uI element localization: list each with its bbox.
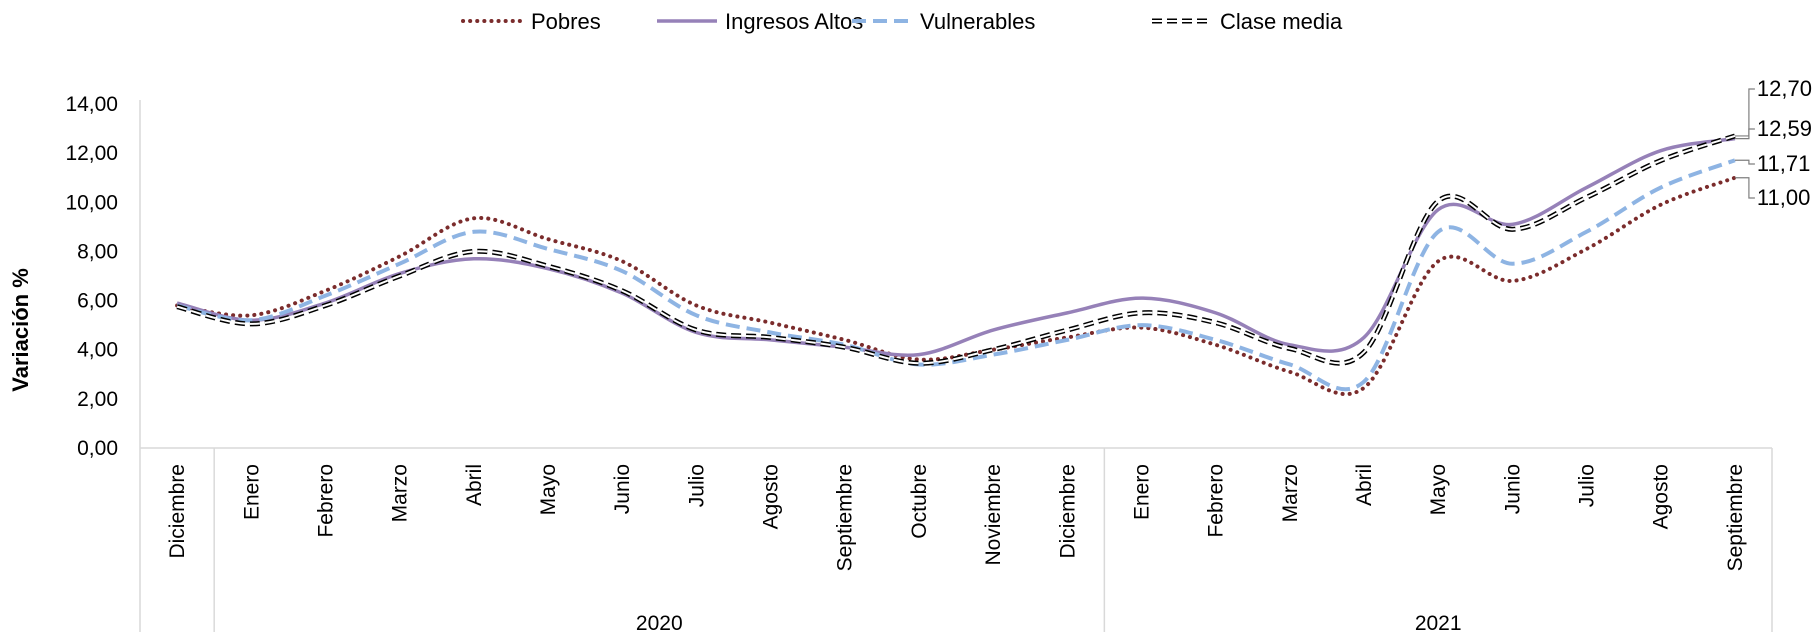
end-label-leader	[1734, 128, 1755, 140]
y-tick-label: 12,00	[65, 142, 118, 165]
y-axis-label: Variación %	[8, 268, 33, 392]
axes	[139, 100, 1772, 632]
y-tick-label: 8,00	[77, 240, 118, 263]
y-tick-label: 6,00	[77, 290, 118, 313]
legend-label-ingresos-altos: Ingresos Altos	[725, 9, 863, 34]
y-tick-label: 4,00	[77, 339, 118, 362]
end-labels: 12,70 12,59 11,71 11,00	[1734, 76, 1812, 210]
data-point-clase-media	[1066, 329, 1068, 331]
legend: Pobres Ingresos Altos Vulnerables Clase med…	[461, 9, 1343, 34]
x-tick-label: Agosto	[1650, 464, 1673, 529]
x-tick-label: Noviembre	[982, 464, 1005, 566]
y-tick-label: 2,00	[77, 388, 118, 411]
x-tick-label: Julio	[1576, 464, 1599, 507]
data-point-vulnerables	[1214, 339, 1216, 341]
data-point-clase-media	[473, 250, 475, 252]
series-line-inner	[176, 134, 1736, 365]
y-tick-label: 14,00	[65, 93, 118, 116]
x-tick-label: Mayo	[1427, 464, 1450, 515]
end-label-leader	[1734, 177, 1755, 199]
end-label-leader	[1734, 88, 1755, 137]
x-tick-label: Marzo	[1279, 464, 1302, 522]
y-axis-ticks: 0,00 2,00 4,00 6,00 8,00 10,00 12,00 14,00	[65, 93, 118, 460]
x-tick-label: Marzo	[389, 464, 412, 522]
data-point-pobres	[250, 314, 252, 316]
data-point-clase-media	[1437, 200, 1439, 202]
legend-label-clase-media: Clase media	[1220, 9, 1343, 34]
x-tick-label: Junio	[1501, 464, 1524, 514]
x-tick-label: Mayo	[537, 464, 560, 515]
data-point-clase-media	[1585, 196, 1587, 198]
x-tick-label: Junio	[611, 464, 634, 514]
x-tick-label: Agosto	[760, 464, 783, 529]
end-label-pobres: 11,00	[1757, 185, 1810, 210]
series-lines	[175, 133, 1737, 396]
data-point-pobres	[844, 339, 846, 341]
end-label-leader	[1734, 159, 1755, 165]
x-tick-label: Febrero	[314, 464, 337, 538]
year-group-label: 2020	[636, 612, 683, 635]
x-tick-label: Julio	[685, 464, 708, 507]
x-tick-label: Diciembre	[166, 464, 189, 559]
y-tick-label: 0,00	[77, 437, 118, 460]
y-tick-label: 10,00	[65, 191, 118, 214]
x-tick-label: Diciembre	[1056, 464, 1079, 559]
series-line-ingresos-altos	[176, 136, 1736, 357]
x-axis: Diciembre Enero Febrero Marzo Abril Mayo Junio…	[166, 448, 1773, 635]
x-tick-label: Enero	[1130, 464, 1153, 520]
end-label-clase-media: 12,70	[1757, 76, 1812, 101]
legend-label-vulnerables: Vulnerables	[920, 9, 1035, 34]
x-tick-label: Febrero	[1205, 464, 1228, 538]
legend-label-pobres: Pobres	[531, 9, 601, 34]
x-tick-label: Septiembre	[834, 464, 857, 571]
data-point-clase-media	[1140, 312, 1142, 314]
series-line-pobres	[175, 175, 1737, 396]
x-tick-label: Abril	[463, 464, 486, 506]
x-tick-label: Enero	[240, 464, 263, 520]
end-label-ingresos-altos: 12,59	[1757, 116, 1812, 141]
series-line-clase-media	[176, 133, 1736, 366]
end-label-vulnerables: 11,71	[1757, 151, 1810, 176]
x-tick-label: Septiembre	[1724, 464, 1747, 571]
x-tick-label: Octubre	[908, 464, 931, 539]
x-tick-label: Abril	[1353, 464, 1376, 506]
year-group-label: 2021	[1415, 612, 1462, 635]
series-line-vulnerables	[176, 158, 1736, 392]
